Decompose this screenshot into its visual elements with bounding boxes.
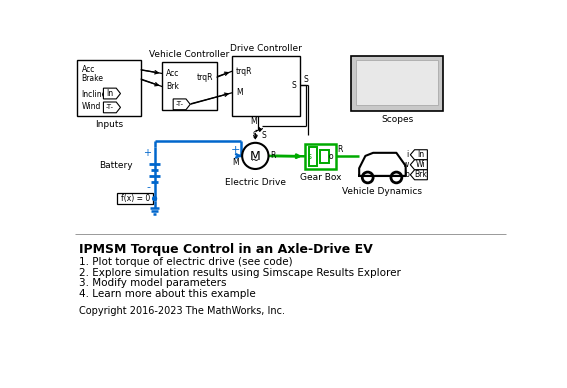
Text: S: S (253, 132, 257, 140)
Text: In: In (417, 150, 424, 159)
Polygon shape (411, 150, 428, 160)
Text: -T-: -T- (106, 104, 114, 111)
Text: M: M (250, 118, 257, 126)
Bar (232, 56, 301, 116)
Polygon shape (411, 170, 428, 180)
Text: Electric Drive: Electric Drive (225, 178, 286, 187)
Polygon shape (411, 160, 428, 170)
Text: w: w (403, 160, 409, 169)
Text: -: - (147, 182, 151, 192)
Text: Acc: Acc (166, 69, 180, 78)
Text: s: s (307, 152, 311, 161)
Text: S: S (291, 81, 297, 90)
Bar (356, 61, 438, 105)
Text: Acc: Acc (82, 65, 95, 74)
Text: Brake: Brake (82, 74, 104, 83)
Text: Incline: Incline (82, 90, 107, 99)
Text: Copyright 2016-2023 The MathWorks, Inc.: Copyright 2016-2023 The MathWorks, Inc. (79, 306, 285, 316)
Text: f(x) = 0: f(x) = 0 (121, 194, 150, 203)
Text: Inputs: Inputs (95, 120, 123, 129)
Text: o: o (329, 152, 333, 161)
Text: b: b (404, 170, 409, 179)
Text: Scopes: Scopes (381, 115, 413, 124)
Text: M: M (236, 88, 243, 97)
Text: +: + (143, 148, 151, 158)
Bar (320, 150, 329, 163)
Text: Vehicle Controller: Vehicle Controller (149, 50, 230, 59)
Text: R: R (337, 145, 343, 154)
Polygon shape (173, 99, 190, 110)
Text: In: In (107, 89, 113, 98)
Text: trqR: trqR (197, 73, 213, 82)
Text: 1. Plot torque of electric drive (see code): 1. Plot torque of electric drive (see co… (79, 257, 292, 267)
Text: 2. Explore simulation results using Simscape Results Explorer: 2. Explore simulation results using Sims… (79, 268, 400, 277)
Text: R: R (270, 151, 276, 160)
Polygon shape (359, 153, 405, 176)
Text: S: S (303, 74, 308, 83)
Text: i: i (407, 150, 409, 159)
Text: Wind: Wind (82, 102, 101, 111)
Text: ~: ~ (251, 156, 259, 166)
Text: M: M (250, 150, 261, 163)
Bar (77, 61, 141, 116)
Text: trqR: trqR (236, 67, 252, 76)
Text: Vehicle Dynamics: Vehicle Dynamics (342, 187, 422, 196)
Text: Drive Controller: Drive Controller (230, 44, 302, 53)
Bar (305, 144, 336, 169)
Bar (352, 56, 443, 111)
Text: 4. Learn more about this example: 4. Learn more about this example (79, 289, 255, 299)
Text: M: M (232, 158, 239, 166)
Bar (309, 147, 318, 166)
Text: Battery: Battery (99, 161, 133, 170)
Text: Brk: Brk (414, 170, 427, 179)
Circle shape (153, 197, 156, 201)
Text: +: + (231, 145, 240, 155)
Polygon shape (103, 88, 120, 99)
Text: 3. Modify model parameters: 3. Modify model parameters (79, 278, 226, 288)
Polygon shape (103, 102, 120, 113)
Bar (162, 62, 217, 110)
Text: Wi: Wi (416, 160, 425, 169)
Text: S: S (261, 131, 266, 140)
Text: -T-: -T- (176, 101, 184, 107)
Bar (117, 193, 153, 204)
Text: Brk: Brk (166, 82, 179, 91)
Text: Gear Box: Gear Box (300, 173, 341, 182)
Text: IPMSM Torque Control in an Axle-Drive EV: IPMSM Torque Control in an Axle-Drive EV (79, 243, 373, 256)
